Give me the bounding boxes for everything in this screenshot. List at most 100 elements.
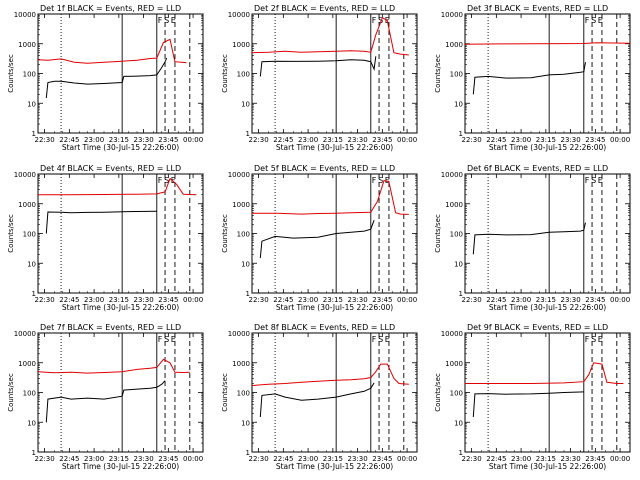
x-tick-label: 23:30 xyxy=(134,455,154,463)
panel-4: Det 4f BLACK = Events, RED = LLD 1 10 100 10… xyxy=(7,164,204,312)
events-series-line xyxy=(45,210,157,234)
panel-title: Det 4f BLACK = Events, RED = LLD xyxy=(40,164,181,173)
y-tick-label: 1000 xyxy=(445,201,463,209)
x-tick-label: 23:00 xyxy=(298,455,318,463)
plot-frame xyxy=(37,173,204,294)
x-tick-label: 22:45 xyxy=(273,136,293,144)
marker-letter: F xyxy=(372,335,377,344)
plot-frame xyxy=(464,173,631,294)
marker-letter: S xyxy=(591,16,596,25)
events-series-line xyxy=(45,380,166,423)
x-axis-label: Start Time (30-Jul-15 22:26:00) xyxy=(489,143,606,152)
y-tick-label: 10000 xyxy=(441,171,463,179)
x-tick-label: 23:45 xyxy=(372,296,392,304)
y-tick-label: 10 xyxy=(454,419,463,427)
marker-letter: F xyxy=(372,16,377,25)
marker-letter: F xyxy=(158,176,163,185)
events-series-line xyxy=(259,56,377,77)
plot-frame xyxy=(251,13,418,134)
marker-letter: S xyxy=(378,335,383,344)
panel-title: Det 3f BLACK = Events, RED = LLD xyxy=(467,4,608,13)
x-tick-label: 22:45 xyxy=(273,455,293,463)
y-tick-label: 100 xyxy=(450,390,463,398)
panel-title: Det 9f BLACK = Events, RED = LLD xyxy=(467,323,608,332)
marker-letter: F xyxy=(158,16,163,25)
y-axis-label: Counts/sec xyxy=(221,54,229,93)
x-tick-label: 23:00 xyxy=(84,296,104,304)
x-tick-label: 23:00 xyxy=(84,455,104,463)
x-tick-label: 22:45 xyxy=(486,455,506,463)
plot-frame xyxy=(464,13,631,134)
y-tick-label: 100 xyxy=(237,71,250,79)
x-tick-label: 23:15 xyxy=(323,136,343,144)
y-tick-label: 10 xyxy=(27,419,36,427)
y-tick-label: 100 xyxy=(450,71,463,79)
marker-letter: F xyxy=(585,16,590,25)
x-tick-label: 23:30 xyxy=(348,136,368,144)
marker-letter: S xyxy=(164,335,169,344)
x-tick-label: 23:00 xyxy=(84,136,104,144)
y-tick-label: 100 xyxy=(23,71,36,79)
plot-frame xyxy=(251,332,418,453)
y-tick-label: 1000 xyxy=(18,360,36,368)
x-tick-label: 22:45 xyxy=(273,296,293,304)
x-tick-label: 00:00 xyxy=(183,455,203,463)
panel-title: Det 1f BLACK = Events, RED = LLD xyxy=(40,4,181,13)
x-tick-label: 23:15 xyxy=(536,136,556,144)
y-tick-label: 1000 xyxy=(445,360,463,368)
y-axis-label: Counts/sec xyxy=(434,214,442,253)
x-tick-label: 22:30 xyxy=(249,136,269,144)
x-axis-label: Start Time (30-Jul-15 22:26:00) xyxy=(489,303,606,312)
x-tick-label: 22:30 xyxy=(462,136,482,144)
y-tick-label: 1000 xyxy=(232,201,250,209)
x-tick-label: 23:30 xyxy=(561,455,581,463)
y-tick-label: 1 xyxy=(246,290,250,298)
marker-letter: E xyxy=(171,335,176,344)
x-tick-label: 23:45 xyxy=(372,455,392,463)
x-tick-label: 23:15 xyxy=(536,296,556,304)
y-tick-label: 10000 xyxy=(14,11,36,19)
panel-title: Det 6f BLACK = Events, RED = LLD xyxy=(467,164,608,173)
x-tick-label: 22:30 xyxy=(249,455,269,463)
panel-5: Det 5f BLACK = Events, RED = LLD 1 10 100 10… xyxy=(221,164,418,312)
x-tick-label: 22:30 xyxy=(35,455,55,463)
x-tick-label: 00:00 xyxy=(397,136,417,144)
y-tick-label: 10000 xyxy=(14,330,36,338)
y-tick-label: 10 xyxy=(454,100,463,108)
x-tick-label: 23:15 xyxy=(323,455,343,463)
x-tick-label: 23:30 xyxy=(348,455,368,463)
events-series-line xyxy=(472,391,584,418)
panel-1: Det 1f BLACK = Events, RED = LLD 1 10 100 10… xyxy=(7,4,204,152)
y-tick-label: 10000 xyxy=(14,171,36,179)
x-tick-label: 23:15 xyxy=(323,296,343,304)
panel-6: Det 6f BLACK = Events, RED = LLD 1 10 100 10… xyxy=(434,164,631,312)
marker-letter: S xyxy=(591,176,596,185)
x-tick-label: 00:00 xyxy=(610,136,630,144)
x-tick-label: 22:45 xyxy=(486,296,506,304)
y-tick-label: 1 xyxy=(32,449,36,457)
x-tick-label: 23:00 xyxy=(298,136,318,144)
x-tick-label: 23:15 xyxy=(536,455,556,463)
x-tick-label: 23:15 xyxy=(109,455,129,463)
y-tick-label: 1 xyxy=(32,290,36,298)
x-tick-label: 23:30 xyxy=(561,136,581,144)
marker-letter: F xyxy=(372,176,377,185)
x-tick-label: 23:45 xyxy=(158,136,178,144)
x-axis-label: Start Time (30-Jul-15 22:26:00) xyxy=(489,462,606,471)
lld-series-line xyxy=(465,362,624,384)
y-tick-label: 10 xyxy=(454,260,463,268)
y-tick-label: 1 xyxy=(246,449,250,457)
y-tick-label: 1 xyxy=(246,130,250,138)
x-tick-label: 23:00 xyxy=(298,296,318,304)
x-axis-label: Start Time (30-Jul-15 22:26:00) xyxy=(276,143,393,152)
y-axis-label: Counts/sec xyxy=(221,373,229,412)
lld-series-line xyxy=(38,177,197,196)
x-tick-label: 22:30 xyxy=(35,136,55,144)
marker-letter: E xyxy=(385,335,390,344)
x-tick-label: 23:15 xyxy=(109,296,129,304)
plot-frame xyxy=(37,13,204,134)
marker-letter: F xyxy=(585,176,590,185)
x-tick-label: 22:45 xyxy=(486,136,506,144)
y-tick-label: 10 xyxy=(241,260,250,268)
y-tick-label: 10 xyxy=(27,100,36,108)
